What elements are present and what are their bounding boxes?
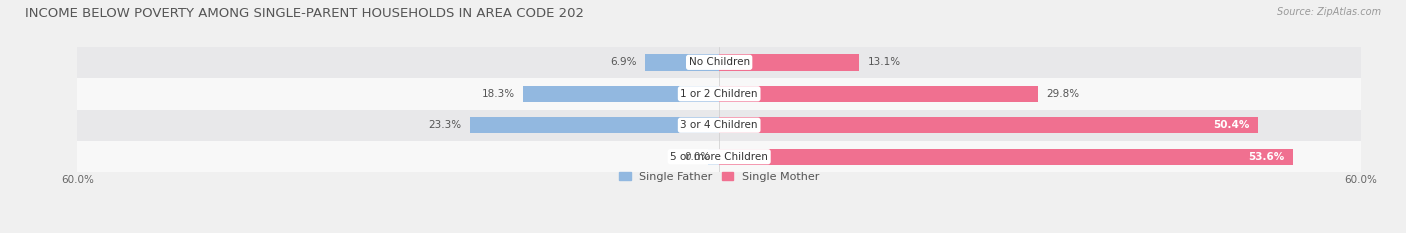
Text: 5 or more Children: 5 or more Children: [671, 152, 768, 162]
Legend: Single Father, Single Mother: Single Father, Single Mother: [620, 172, 818, 182]
Text: Source: ZipAtlas.com: Source: ZipAtlas.com: [1277, 7, 1381, 17]
Text: 50.4%: 50.4%: [1213, 120, 1250, 130]
Bar: [77, 141, 1361, 172]
Bar: [720, 86, 1038, 102]
Bar: [709, 148, 720, 165]
Bar: [77, 47, 1361, 78]
Text: 23.3%: 23.3%: [429, 120, 461, 130]
Text: 6.9%: 6.9%: [610, 57, 637, 67]
Bar: [77, 78, 1361, 110]
Text: 3 or 4 Children: 3 or 4 Children: [681, 120, 758, 130]
Text: No Children: No Children: [689, 57, 749, 67]
Text: 13.1%: 13.1%: [868, 57, 901, 67]
Bar: [645, 54, 720, 71]
Text: 29.8%: 29.8%: [1046, 89, 1080, 99]
Bar: [470, 117, 720, 134]
Text: 53.6%: 53.6%: [1247, 152, 1284, 162]
Text: INCOME BELOW POVERTY AMONG SINGLE-PARENT HOUSEHOLDS IN AREA CODE 202: INCOME BELOW POVERTY AMONG SINGLE-PARENT…: [25, 7, 585, 20]
Bar: [77, 110, 1361, 141]
Text: 1 or 2 Children: 1 or 2 Children: [681, 89, 758, 99]
Bar: [720, 54, 859, 71]
Bar: [720, 117, 1258, 134]
Bar: [523, 86, 720, 102]
Bar: [720, 148, 1292, 165]
Text: 18.3%: 18.3%: [482, 89, 515, 99]
Text: 0.0%: 0.0%: [685, 152, 710, 162]
